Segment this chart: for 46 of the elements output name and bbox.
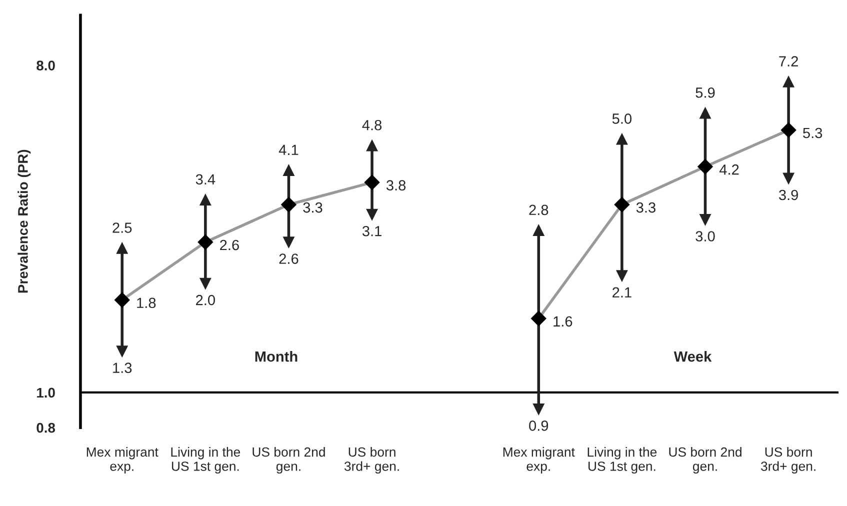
annotation: Month xyxy=(255,351,298,362)
y-tick-label: 1.0 xyxy=(37,388,55,398)
x-tick-label: Mex migrant exp. xyxy=(503,447,575,474)
x-tick-label: Living in the US 1st gen. xyxy=(171,447,240,474)
point xyxy=(780,122,796,138)
x-tick-label: Mex migrant exp. xyxy=(86,447,158,474)
data-label: 3.8 xyxy=(386,180,406,190)
data-label: 3.3 xyxy=(636,202,656,213)
annotation: 5.0 xyxy=(612,114,632,124)
y-axis-title: Prevalence Ratio (PR) xyxy=(18,150,31,293)
point xyxy=(698,159,713,174)
annotation: 2.0 xyxy=(196,294,215,306)
annotation: 0.9 xyxy=(529,420,548,431)
point xyxy=(281,197,296,212)
annotation: 3.1 xyxy=(362,226,382,236)
annotation: 3.4 xyxy=(196,174,216,185)
annotation: Week xyxy=(674,351,712,362)
annotation: 3.9 xyxy=(778,190,798,200)
point xyxy=(614,197,630,212)
data-label: 5.3 xyxy=(803,128,822,138)
data-label: 2.6 xyxy=(220,240,239,250)
x-tick-label: US born 2nd gen. xyxy=(669,447,742,474)
point xyxy=(364,174,380,190)
y-tick-label: 0.8 xyxy=(36,422,56,433)
annotation: 3.0 xyxy=(696,231,715,242)
annotation: 1.3 xyxy=(113,362,132,374)
annotation: 5.9 xyxy=(696,87,715,98)
annotation: 2.1 xyxy=(612,287,632,298)
annotation: 2.5 xyxy=(112,222,132,233)
annotation: 4.1 xyxy=(278,144,298,155)
y-tick-label: 8.0 xyxy=(36,60,55,70)
data-label: 3.3 xyxy=(303,202,322,213)
point xyxy=(114,292,130,308)
data-label: 1.8 xyxy=(137,298,156,308)
annotation: 2.8 xyxy=(529,204,548,216)
annotation: 2.6 xyxy=(279,254,298,264)
annotation: 7.2 xyxy=(779,56,798,66)
point xyxy=(198,234,213,250)
data-label: 1.6 xyxy=(554,316,572,327)
annotation: 4.8 xyxy=(362,120,382,130)
point xyxy=(531,310,546,326)
x-tick-label: US born 3rd+ gen. xyxy=(344,447,399,474)
x-tick-label: Living in the US 1st gen. xyxy=(588,447,657,474)
data-label: 4.2 xyxy=(719,164,739,175)
x-tick-label: US born 2nd gen. xyxy=(252,447,325,474)
x-tick-label: US born 3rd+ gen. xyxy=(760,447,816,474)
